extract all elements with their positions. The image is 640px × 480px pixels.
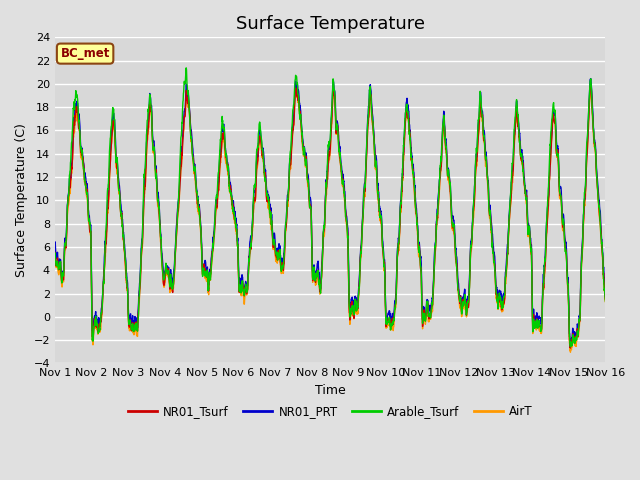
Text: BC_met: BC_met <box>60 47 110 60</box>
Legend: NR01_Tsurf, NR01_PRT, Arable_Tsurf, AirT: NR01_Tsurf, NR01_PRT, Arable_Tsurf, AirT <box>123 400 537 423</box>
X-axis label: Time: Time <box>315 384 346 397</box>
Title: Surface Temperature: Surface Temperature <box>236 15 425 33</box>
Y-axis label: Surface Temperature (C): Surface Temperature (C) <box>15 123 28 277</box>
